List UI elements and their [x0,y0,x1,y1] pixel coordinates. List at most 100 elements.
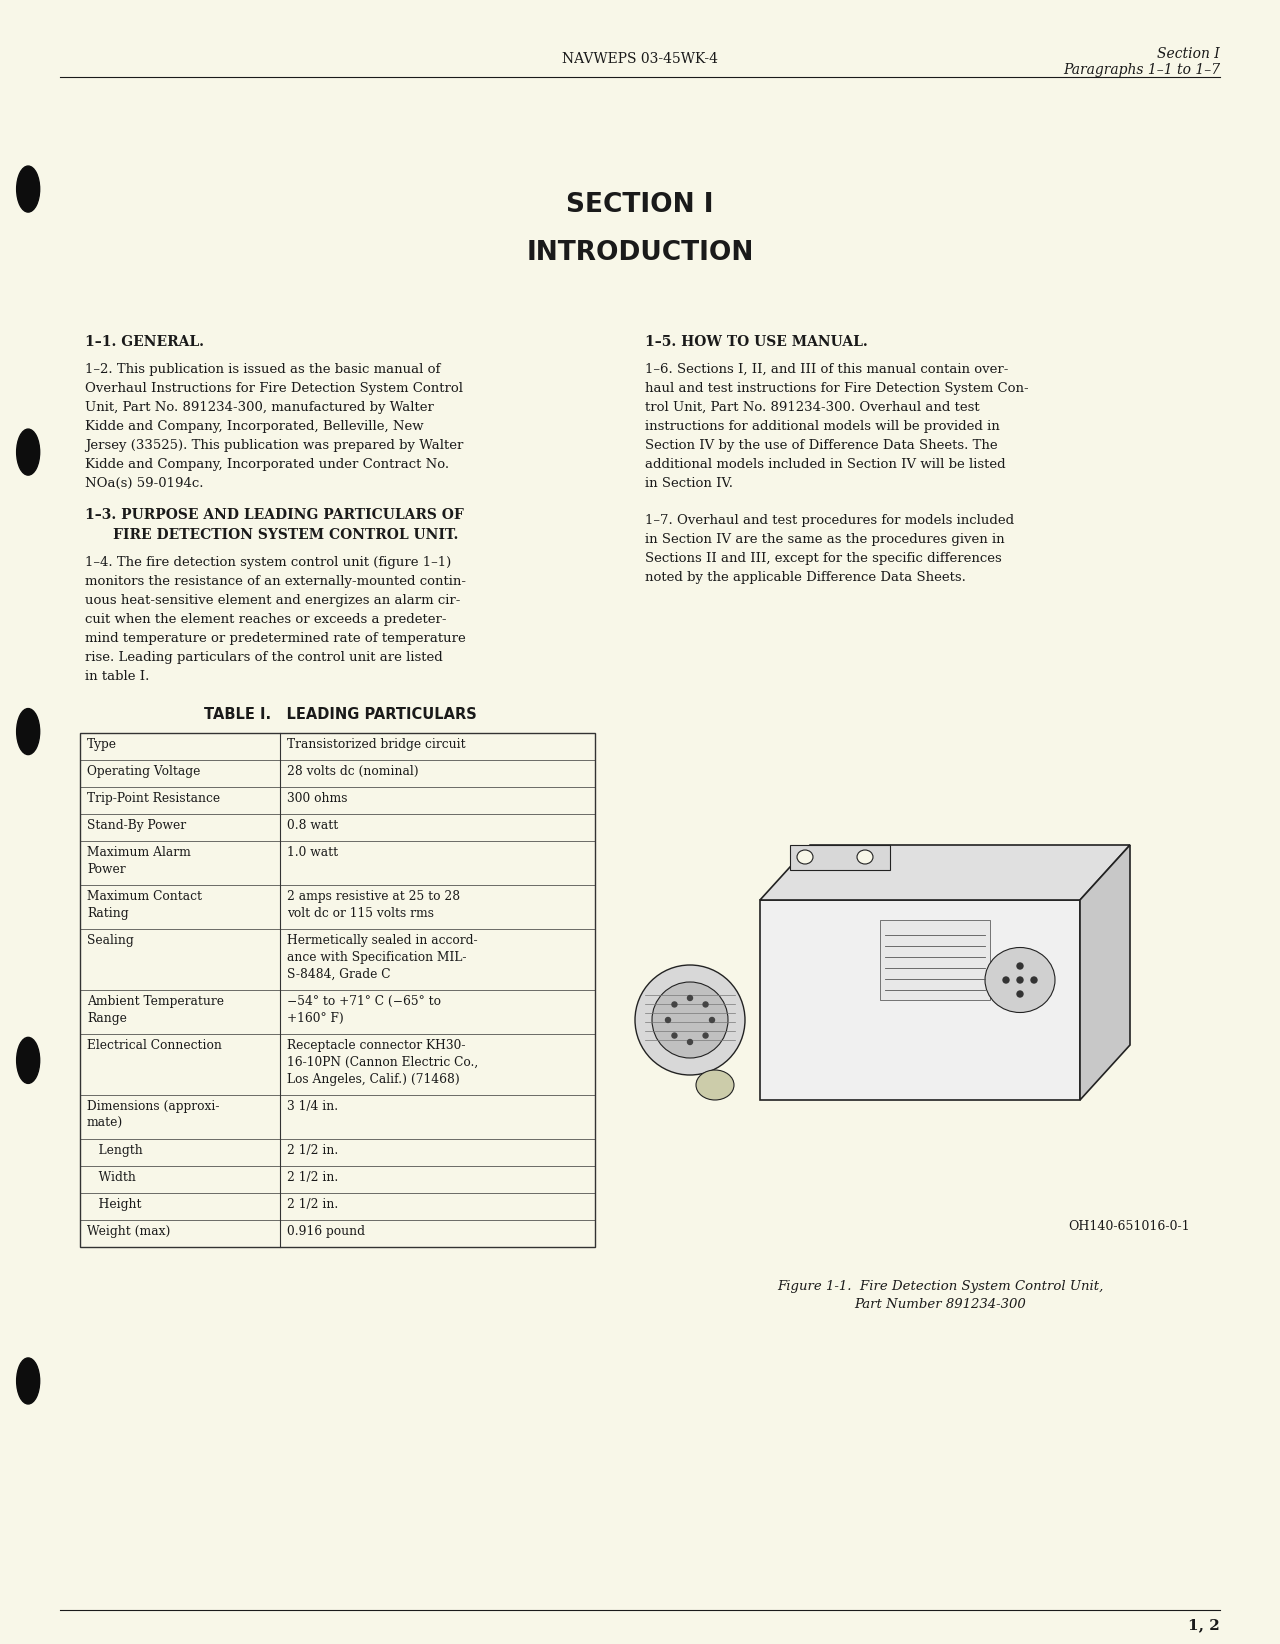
Text: trol Unit, Part No. 891234-300. Overhaul and test: trol Unit, Part No. 891234-300. Overhaul… [645,401,979,414]
Text: in Section IV.: in Section IV. [645,477,733,490]
Text: 1–7. Overhaul and test procedures for models included: 1–7. Overhaul and test procedures for mo… [645,515,1014,528]
Ellipse shape [672,1032,677,1037]
Text: ance with Specification MIL-: ance with Specification MIL- [287,950,466,963]
Bar [760,899,1080,1100]
Text: Type: Type [87,738,116,751]
Text: Unit, Part No. 891234-300, manufactured by Walter: Unit, Part No. 891234-300, manufactured … [84,401,434,414]
Text: TABLE I.   LEADING PARTICULARS: TABLE I. LEADING PARTICULARS [204,707,476,722]
Text: 300 ohms: 300 ohms [287,792,347,806]
Text: mind temperature or predetermined rate of temperature: mind temperature or predetermined rate o… [84,631,466,644]
Ellipse shape [703,1001,708,1006]
Text: Kidde and Company, Incorporated under Contract No.: Kidde and Company, Incorporated under Co… [84,459,449,470]
Text: 1.0 watt: 1.0 watt [287,847,338,860]
Text: S-8484, Grade C: S-8484, Grade C [287,968,390,981]
Text: additional models included in Section IV will be listed: additional models included in Section IV… [645,459,1006,470]
Text: 1–1. GENERAL.: 1–1. GENERAL. [84,335,204,349]
Text: Section IV by the use of Difference Data Sheets. The: Section IV by the use of Difference Data… [645,439,997,452]
Text: 2 1/2 in.: 2 1/2 in. [287,1144,338,1157]
Text: −54° to +71° C (−65° to: −54° to +71° C (−65° to [287,995,442,1008]
Text: Rating: Rating [87,907,128,921]
Text: Width: Width [87,1171,136,1184]
Text: Part Number 891234-300: Part Number 891234-300 [854,1299,1025,1310]
Ellipse shape [1018,977,1023,983]
Text: instructions for additional models will be provided in: instructions for additional models will … [645,419,1000,432]
Text: Stand-By Power: Stand-By Power [87,819,186,832]
Text: 1–4. The fire detection system control unit (figure 1–1): 1–4. The fire detection system control u… [84,556,452,569]
Text: Paragraphs 1–1 to 1–7: Paragraphs 1–1 to 1–7 [1062,62,1220,77]
Text: 3 1/4 in.: 3 1/4 in. [287,1100,338,1113]
Text: Trip-Point Resistance: Trip-Point Resistance [87,792,220,806]
Ellipse shape [986,947,1055,1013]
Text: rise. Leading particulars of the control unit are listed: rise. Leading particulars of the control… [84,651,443,664]
Text: 2 amps resistive at 25 to 28: 2 amps resistive at 25 to 28 [287,889,460,903]
Text: Sections II and III, except for the specific differences: Sections II and III, except for the spec… [645,552,1002,566]
Text: +160° F): +160° F) [287,1013,344,1024]
Text: FIRE DETECTION SYSTEM CONTROL UNIT.: FIRE DETECTION SYSTEM CONTROL UNIT. [113,528,458,543]
Text: 2 1/2 in.: 2 1/2 in. [287,1171,338,1184]
Ellipse shape [797,850,813,865]
Text: 1–2. This publication is issued as the basic manual of: 1–2. This publication is issued as the b… [84,363,440,376]
Text: Length: Length [87,1144,143,1157]
Text: 1–3. PURPOSE AND LEADING PARTICULARS OF: 1–3. PURPOSE AND LEADING PARTICULARS OF [84,508,463,523]
Text: in table I.: in table I. [84,671,150,682]
Text: Los Angeles, Calif.) (71468): Los Angeles, Calif.) (71468) [287,1074,460,1087]
Text: NAVWEPS 03-45WK-4: NAVWEPS 03-45WK-4 [562,53,718,66]
Text: Sealing: Sealing [87,934,133,947]
Text: 1–6. Sections I, II, and III of this manual contain over-: 1–6. Sections I, II, and III of this man… [645,363,1009,376]
Text: INTRODUCTION: INTRODUCTION [526,240,754,266]
Text: 0.8 watt: 0.8 watt [287,819,338,832]
Text: monitors the resistance of an externally-mounted contin-: monitors the resistance of an externally… [84,575,466,589]
Text: Maximum Contact: Maximum Contact [87,889,202,903]
Text: Operating Voltage: Operating Voltage [87,764,201,778]
Text: Section I: Section I [1157,48,1220,61]
Text: in Section IV are the same as the procedures given in: in Section IV are the same as the proced… [645,533,1005,546]
Ellipse shape [687,1039,692,1044]
Text: Power: Power [87,863,125,876]
Ellipse shape [17,1037,40,1083]
Ellipse shape [635,965,745,1075]
Ellipse shape [1018,991,1023,996]
Text: NOa(s) 59-0194c.: NOa(s) 59-0194c. [84,477,204,490]
Ellipse shape [666,1018,671,1023]
Bar [881,921,989,1000]
Text: Ambient Temperature: Ambient Temperature [87,995,224,1008]
Text: Maximum Alarm: Maximum Alarm [87,847,191,860]
Ellipse shape [687,996,692,1001]
Ellipse shape [17,166,40,212]
Text: Electrical Connection: Electrical Connection [87,1039,221,1052]
Text: OH140-651016-0-1: OH140-651016-0-1 [1069,1220,1190,1233]
Text: Overhaul Instructions for Fire Detection System Control: Overhaul Instructions for Fire Detection… [84,381,463,395]
Bar [79,733,595,1248]
Ellipse shape [858,850,873,865]
Text: volt dc or 115 volts rms: volt dc or 115 volts rms [287,907,434,921]
Text: 1–5. HOW TO USE MANUAL.: 1–5. HOW TO USE MANUAL. [645,335,868,349]
Text: cuit when the element reaches or exceeds a predeter-: cuit when the element reaches or exceeds… [84,613,447,626]
Text: Dimensions (approxi-: Dimensions (approxi- [87,1100,219,1113]
Text: Transistorized bridge circuit: Transistorized bridge circuit [287,738,466,751]
Text: Weight (max): Weight (max) [87,1225,170,1238]
Text: Hermetically sealed in accord-: Hermetically sealed in accord- [287,934,477,947]
Ellipse shape [17,1358,40,1404]
Text: Receptacle connector KH30-: Receptacle connector KH30- [287,1039,466,1052]
Ellipse shape [696,1070,733,1100]
Text: SECTION I: SECTION I [566,192,714,219]
Ellipse shape [672,1001,677,1006]
Text: 2 1/2 in.: 2 1/2 in. [287,1198,338,1212]
Text: haul and test instructions for Fire Detection System Con-: haul and test instructions for Fire Dete… [645,381,1029,395]
Bar [790,845,890,870]
Text: Kidde and Company, Incorporated, Belleville, New: Kidde and Company, Incorporated, Bellevi… [84,419,424,432]
Text: noted by the applicable Difference Data Sheets.: noted by the applicable Difference Data … [645,570,966,584]
Polygon shape [1080,845,1130,1100]
Ellipse shape [1018,963,1023,968]
Text: 28 volts dc (nominal): 28 volts dc (nominal) [287,764,419,778]
Text: 0.916 pound: 0.916 pound [287,1225,365,1238]
Polygon shape [760,845,1130,899]
Ellipse shape [17,709,40,755]
Text: 16-10PN (Cannon Electric Co.,: 16-10PN (Cannon Electric Co., [287,1055,479,1069]
Text: Range: Range [87,1013,127,1024]
Text: Height: Height [87,1198,142,1212]
Ellipse shape [17,429,40,475]
Ellipse shape [703,1032,708,1037]
Ellipse shape [1004,977,1009,983]
Text: mate): mate) [87,1116,123,1129]
